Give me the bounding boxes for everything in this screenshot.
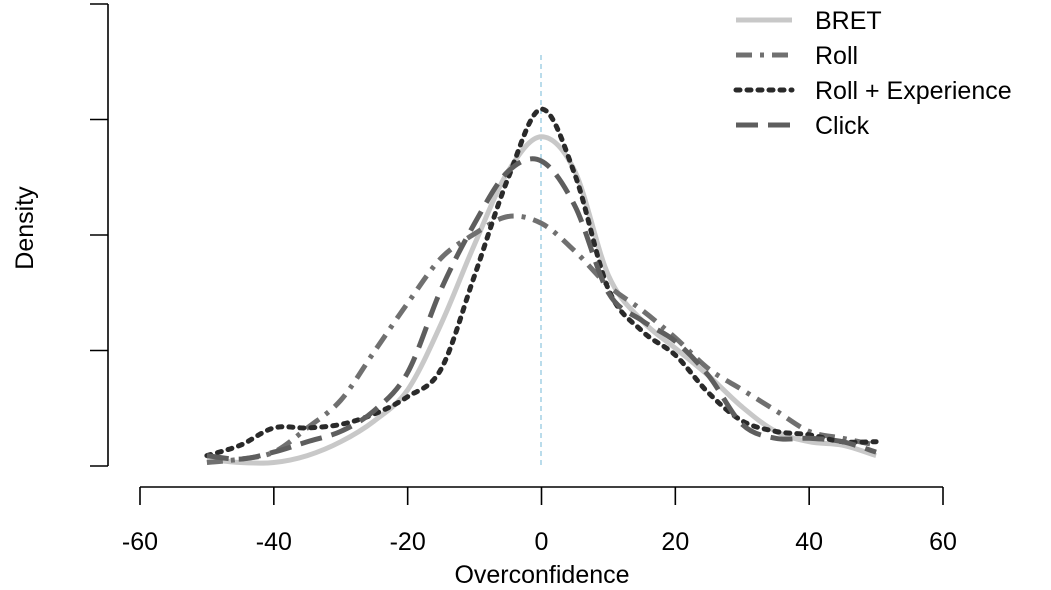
x-tick-label: -60 <box>122 528 158 556</box>
x-axis: -60 -40 -20 0 20 40 60 <box>122 486 957 556</box>
x-tick-label: 60 <box>929 528 957 556</box>
series-line-click <box>206 156 877 462</box>
x-tick-label: 20 <box>661 528 689 556</box>
series-line-roll-experience <box>204 106 879 459</box>
legend: BRET Roll Roll + Experience Click <box>733 7 1012 140</box>
legend-label: Roll <box>815 42 858 70</box>
legend-label: BRET <box>815 7 882 35</box>
x-axis-title: Overconfidence <box>454 561 629 589</box>
y-axis-title: Density <box>11 186 39 270</box>
series-line-roll <box>206 213 877 465</box>
y-axis <box>90 3 109 467</box>
series-line-bret <box>206 134 877 466</box>
x-tick-label: 40 <box>795 528 823 556</box>
legend-label: Roll + Experience <box>815 77 1012 105</box>
x-tick-label: 0 <box>535 528 549 556</box>
legend-label: Click <box>815 112 870 140</box>
x-tick-label: -20 <box>390 528 426 556</box>
series-layer <box>204 106 879 466</box>
x-tick-label: -40 <box>256 528 292 556</box>
